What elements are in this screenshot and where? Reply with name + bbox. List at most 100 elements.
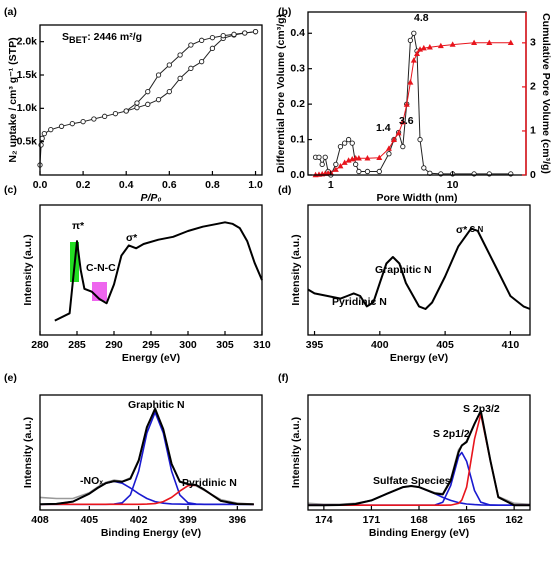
- x-tick-label: 1.0: [248, 179, 263, 191]
- plot-frame: [39, 394, 263, 511]
- marker: [342, 140, 348, 146]
- marker: [155, 72, 162, 78]
- plot-frame: [39, 24, 263, 176]
- marker: [332, 166, 339, 172]
- y2-tick-label: 1: [530, 125, 536, 137]
- marker: [188, 65, 194, 71]
- marker: [145, 101, 151, 107]
- marker: [486, 39, 493, 46]
- y-tick-label: 0.3: [290, 62, 305, 74]
- marker: [69, 121, 75, 127]
- x-tick-label: 171: [363, 514, 381, 526]
- x-tick-label: 285: [68, 339, 86, 351]
- marker: [337, 144, 344, 150]
- marker: [188, 42, 194, 48]
- x-tick-label: 410: [502, 339, 520, 351]
- panel-label: (e): [4, 372, 17, 384]
- marker: [417, 136, 423, 143]
- marker: [400, 144, 406, 150]
- x-tick-label: 305: [216, 339, 234, 351]
- annotation: Pyridinic N: [182, 477, 237, 489]
- marker: [252, 29, 259, 35]
- marker: [80, 119, 86, 125]
- marker: [199, 37, 205, 43]
- y2-axis-label: Cumulative Pore Volume (cm³/g): [540, 13, 552, 174]
- marker: [355, 155, 362, 161]
- marker: [403, 101, 410, 107]
- annotation: -NOₓ: [80, 475, 103, 487]
- marker: [102, 113, 108, 119]
- series-line: [54, 221, 263, 322]
- marker: [333, 161, 339, 168]
- x-axis-label: P/P₀: [140, 192, 161, 204]
- marker: [199, 59, 205, 65]
- marker: [386, 151, 392, 157]
- annotation-part: C-N: [467, 225, 483, 234]
- x-tick-label: 0.2: [76, 179, 91, 191]
- marker: [166, 62, 172, 68]
- annotation-part: BET: [69, 35, 88, 45]
- panel-label: (c): [4, 184, 17, 196]
- marker: [145, 89, 151, 95]
- marker: [414, 50, 421, 57]
- y-axis-label: Differential Pore Volume (cm³/g): [275, 14, 287, 173]
- annotation: 4.8: [414, 12, 429, 24]
- annotation-part: : 2446 m²/g: [87, 31, 142, 43]
- marker: [471, 39, 478, 46]
- marker: [209, 45, 216, 51]
- x-tick-label: 402: [130, 514, 148, 526]
- marker: [316, 154, 322, 160]
- x-tick-label: 162: [505, 514, 523, 526]
- marker: [376, 154, 383, 161]
- marker: [395, 129, 402, 136]
- marker: [322, 154, 328, 160]
- marker: [48, 127, 54, 133]
- marker: [166, 89, 172, 95]
- series-line: [315, 32, 511, 176]
- x-tick-label: 1: [328, 179, 334, 191]
- marker: [420, 44, 427, 51]
- plot-frame: [307, 11, 527, 176]
- marker: [177, 52, 183, 58]
- x-axis-label: Binding Energy (eV): [101, 527, 201, 539]
- marker: [399, 118, 406, 125]
- x-tick-label: 10: [447, 179, 459, 191]
- series-line: [39, 406, 254, 506]
- marker: [407, 37, 414, 43]
- marker: [421, 165, 427, 171]
- x-tick-label: 280: [31, 339, 49, 351]
- panel-label: (a): [4, 6, 17, 18]
- y-tick-label: 2.0k: [17, 35, 38, 47]
- y-tick-label: 0.5k: [17, 135, 38, 147]
- marker: [134, 105, 140, 111]
- x-tick-label: 405: [436, 339, 454, 351]
- y-axis-label: Intensity (a.u.): [22, 417, 34, 488]
- marker: [123, 108, 129, 114]
- y2-tick-label: 3: [530, 37, 536, 49]
- y-axis-label: Intensity (a.u.): [22, 234, 34, 305]
- series-line: [307, 227, 531, 310]
- series-line: [308, 409, 530, 507]
- marker: [426, 44, 433, 50]
- marker: [353, 161, 359, 168]
- x-axis-label: Binding Energy (eV): [369, 527, 469, 539]
- annotation: σ* C-N: [456, 224, 484, 236]
- y-axis-label: N₂ uptake / cm³ g⁻¹ (STP): [7, 37, 19, 162]
- y-tick-label: 0.2: [290, 98, 305, 110]
- x-tick-label: 290: [105, 339, 123, 351]
- x-tick-label: 405: [81, 514, 99, 526]
- x-tick-label: 174: [315, 514, 333, 526]
- annotation: Pyridinic N: [332, 296, 387, 308]
- x-tick-label: 408: [31, 514, 49, 526]
- marker: [376, 168, 382, 175]
- x-tick-label: 168: [410, 514, 428, 526]
- x-tick-label: 0.4: [119, 179, 134, 191]
- marker: [319, 161, 325, 168]
- marker: [177, 75, 183, 81]
- annotation: 3.6: [399, 115, 414, 127]
- y-tick-label: 0.1: [290, 133, 305, 145]
- marker: [231, 31, 237, 37]
- annotation: C-N-C: [86, 262, 116, 274]
- x-axis-label: Energy (eV): [122, 352, 180, 364]
- marker: [134, 100, 140, 106]
